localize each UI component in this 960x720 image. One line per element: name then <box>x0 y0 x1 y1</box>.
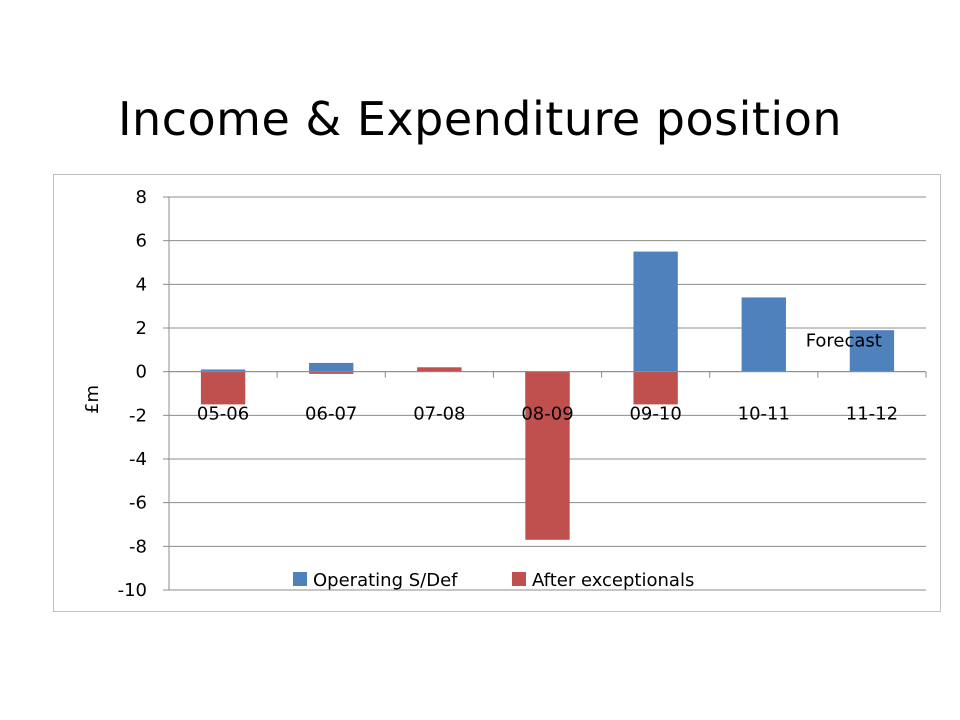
y-tick-label: -10 <box>118 580 147 601</box>
forecast-annotation: Forecast <box>806 330 882 351</box>
x-category-label: 09-10 <box>629 404 681 425</box>
y-tick-label: -6 <box>129 493 147 514</box>
chart-frame: 8 6 4 2 0 -2 -4 -6 -8 -10 05-06 06-07 07-08 08-09 09-1… <box>53 174 941 612</box>
legend-item-exceptionals-swatch <box>512 572 526 586</box>
bars <box>200 251 895 540</box>
y-axis-title: £m <box>82 385 103 414</box>
y-tick-label: 6 <box>136 231 147 252</box>
bar-operating-11-12 <box>849 330 895 372</box>
bar-chart: 8 6 4 2 0 -2 -4 -6 -8 -10 05-06 06-07 07-08 08-09 09-1… <box>82 187 927 601</box>
x-category-label: 07-08 <box>413 404 465 425</box>
legend-item-operating-label: Operating S/Def <box>313 570 458 591</box>
slide-title: Income & Expenditure position <box>117 92 843 146</box>
x-category-label: 11-12 <box>846 404 898 425</box>
y-tick-label: 4 <box>136 274 147 295</box>
legend: Operating S/Def After exceptionals <box>293 570 694 591</box>
bar-exceptionals-07-08 <box>417 367 462 372</box>
bar-exceptionals-06-07 <box>309 371 354 374</box>
bar-operating-09-10 <box>633 251 678 372</box>
x-category-label: 05-06 <box>197 404 249 425</box>
y-tick-label: 8 <box>136 187 147 208</box>
bar-operating-05-06 <box>200 369 246 372</box>
bar-exceptionals-05-06 <box>200 371 246 405</box>
bar-operating-10-11 <box>741 297 786 372</box>
x-category-label: 08-09 <box>521 404 573 425</box>
y-tick-label: 2 <box>136 318 147 339</box>
legend-item-exceptionals-label: After exceptionals <box>532 570 694 591</box>
x-category-label: 10-11 <box>738 404 790 425</box>
y-tick-label: 0 <box>136 362 147 383</box>
bar-exceptionals-08-09 <box>525 371 570 540</box>
legend-item-operating-swatch <box>293 572 307 586</box>
bar-operating-06-07 <box>309 362 354 372</box>
y-tick-label: -4 <box>129 449 147 470</box>
y-tick-label: -8 <box>129 536 147 557</box>
x-category-label: 06-07 <box>305 404 357 425</box>
axes <box>163 196 927 591</box>
y-tick-label: -2 <box>129 405 147 426</box>
labels: 8 6 4 2 0 -2 -4 -6 -8 -10 05-06 06-07 07-08 08-09 09-1… <box>82 187 898 601</box>
bar-exceptionals-09-10 <box>633 371 678 405</box>
